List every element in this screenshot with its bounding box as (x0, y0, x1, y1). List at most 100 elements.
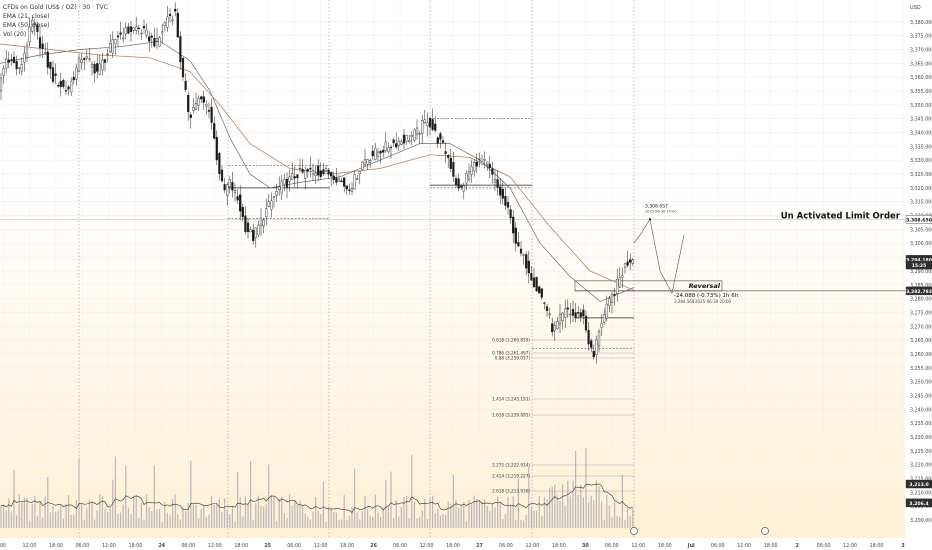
candle (210, 98, 213, 130)
candle-body (434, 123, 437, 131)
candle-body (20, 64, 23, 72)
candle-body (127, 26, 130, 34)
event-marker[interactable] (761, 527, 769, 535)
candle-body (140, 32, 143, 35)
candle (46, 42, 49, 75)
candle (434, 115, 437, 133)
candles[interactable] (0, 2, 634, 364)
candle (148, 31, 151, 52)
candle (592, 344, 595, 360)
time-tick-label: 12:00 (208, 543, 222, 549)
candle-body (431, 119, 434, 130)
candle-body (85, 56, 88, 59)
candle-body (213, 123, 216, 139)
candle (436, 136, 439, 148)
candle (176, 8, 179, 38)
candle (301, 159, 304, 174)
candle (62, 78, 65, 89)
price-tick-label: 3,315.000 (910, 200, 932, 206)
candle (564, 299, 567, 329)
price-tick-label: 3,285.000 (910, 283, 932, 289)
candle (192, 98, 195, 114)
candle-body (343, 177, 346, 187)
candle (629, 253, 632, 271)
candle-body (473, 161, 476, 172)
candle (603, 308, 606, 326)
candle (556, 316, 559, 330)
volume-ma-line (0, 483, 633, 514)
candle-body (590, 340, 593, 348)
candle-body (525, 254, 528, 269)
candle (569, 303, 572, 324)
volume-legend[interactable]: Vol (20) (3, 31, 27, 38)
candle (88, 48, 91, 63)
candle-body (514, 227, 517, 244)
candle (509, 205, 512, 224)
candle-body (275, 191, 278, 196)
candle (535, 276, 538, 292)
event-markers[interactable] (630, 527, 769, 535)
candle (83, 57, 86, 71)
candle-body (629, 259, 632, 263)
time-tick-label: 18:00 (128, 543, 142, 549)
candle-body (210, 106, 213, 123)
candle-body (452, 162, 455, 177)
candle (553, 321, 556, 341)
candle (57, 82, 60, 88)
candle (322, 162, 325, 176)
candle (527, 251, 530, 284)
price-tick-label: 3,280.000 (910, 297, 932, 303)
candle-body (543, 302, 546, 304)
candle-body (454, 178, 458, 186)
chart-legend[interactable]: CFDs on Gold (US$ / OZ) · 30 · TVC EMA (… (3, 3, 108, 39)
time-tick-label: 06:00 (817, 543, 831, 549)
candle (111, 31, 114, 59)
candle (41, 35, 44, 59)
candle (309, 156, 312, 178)
candle (460, 183, 463, 191)
price-tick-label: 3,220.000 (910, 463, 932, 469)
candle-body (158, 37, 161, 47)
candle-body (64, 90, 68, 92)
candle (496, 170, 499, 196)
time-axis[interactable]: 00 12:00 18:00 06:00 12:00 18:00 24 06:00 12:00 1… (0, 543, 905, 549)
candle-body (46, 51, 49, 68)
candle (158, 35, 161, 47)
candle (356, 175, 359, 181)
symbol-title[interactable]: CFDs on Gold (US$ / OZ) · 30 · TVC (3, 4, 108, 11)
candle (254, 227, 257, 248)
candle (2, 65, 5, 84)
candle (236, 189, 239, 205)
candle (512, 209, 515, 244)
price-axis[interactable]: USD 3,380.000 3,375.000 3,370.000 3,365.000… (910, 5, 932, 524)
candle-body (304, 170, 307, 179)
candle (491, 161, 494, 184)
candle-body (519, 248, 523, 254)
candle-body (330, 172, 333, 177)
candle (613, 287, 616, 306)
ema21-legend[interactable]: EMA (21, close) (3, 13, 50, 20)
session-separators (78, 0, 635, 538)
price-badge-label: 3,308.656 (906, 217, 932, 223)
candle (67, 84, 70, 96)
candle (337, 174, 341, 182)
candle (441, 135, 445, 144)
time-tick-label: 18:00 (658, 543, 672, 549)
candle-body (267, 201, 270, 207)
candle-body (259, 217, 263, 226)
ema50-legend[interactable]: EMA (50, close) (3, 22, 50, 29)
candle (392, 137, 395, 147)
fib-label: 1.618 (3,239.895) (492, 413, 530, 418)
candle-body (124, 27, 127, 35)
candle (233, 183, 237, 202)
candle-body (444, 151, 447, 154)
event-marker[interactable] (630, 527, 638, 535)
measure-label: -24.088 (-0.73%) 1h 6h (674, 293, 739, 299)
candle-body (205, 104, 208, 107)
candle (114, 38, 117, 55)
candle (223, 177, 226, 193)
candle-body (369, 160, 372, 163)
candle-body (301, 168, 304, 173)
